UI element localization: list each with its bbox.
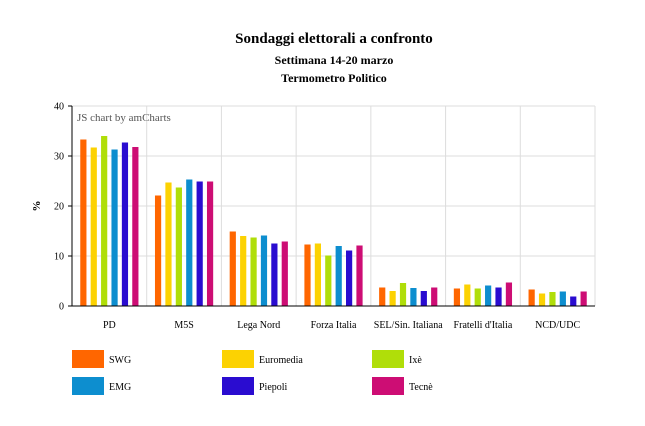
- y-tick-label: 40: [54, 102, 64, 113]
- bar[interactable]: [111, 149, 118, 307]
- bar[interactable]: [379, 287, 386, 307]
- legend-item[interactable]: Piepoli: [222, 377, 288, 395]
- bar[interactable]: [549, 292, 556, 306]
- bar[interactable]: [314, 243, 321, 307]
- bar[interactable]: [271, 243, 278, 307]
- x-tick-label: M5S: [174, 320, 193, 331]
- legend: SWG Euromedia Ixè EMG Piepoli Tecnè: [72, 350, 433, 395]
- bar[interactable]: [101, 136, 108, 306]
- bar[interactable]: [431, 287, 438, 307]
- legend-item[interactable]: Euromedia: [222, 350, 303, 368]
- bar[interactable]: [240, 236, 247, 306]
- legend-swatch: [222, 377, 254, 395]
- bar[interactable]: [196, 181, 203, 307]
- bar[interactable]: [399, 283, 407, 306]
- bar[interactable]: [528, 289, 535, 307]
- bar[interactable]: [474, 288, 481, 307]
- legend-label: Tecnè: [409, 382, 433, 393]
- bar[interactable]: [165, 182, 172, 307]
- y-tick-label: 10: [54, 252, 64, 263]
- legend-swatch: [72, 350, 104, 368]
- bar[interactable]: [250, 237, 257, 307]
- bar[interactable]: [229, 231, 236, 307]
- bar[interactable]: [154, 195, 162, 307]
- x-tick-label: Lega Nord: [237, 320, 280, 331]
- x-tick-label: SEL/Sin. Italiana: [374, 320, 443, 331]
- legend-label: SWG: [109, 355, 131, 366]
- legend-label: Euromedia: [259, 355, 303, 366]
- bar[interactable]: [538, 293, 546, 307]
- legend-item[interactable]: Ixè: [372, 350, 422, 368]
- bar[interactable]: [495, 287, 502, 307]
- bar[interactable]: [559, 291, 566, 307]
- x-tick-label: Forza Italia: [311, 320, 357, 331]
- legend-label: EMG: [109, 382, 131, 393]
- y-tick-label: 20: [54, 202, 64, 213]
- bar[interactable]: [304, 244, 311, 307]
- bar[interactable]: [356, 245, 363, 307]
- legend-item[interactable]: EMG: [72, 377, 131, 395]
- bar[interactable]: [175, 187, 182, 307]
- amcharts-credit[interactable]: JS chart by amCharts: [77, 112, 171, 124]
- bar[interactable]: [570, 296, 577, 307]
- chart-title: Sondaggi elettorali a confronto: [235, 31, 433, 47]
- chart-subtitle: Settimana 14-20 marzo: [275, 53, 394, 67]
- bar[interactable]: [325, 255, 332, 307]
- bar[interactable]: [132, 147, 139, 306]
- legend-label: Piepoli: [259, 382, 288, 393]
- x-tick-label: NCD/UDC: [535, 320, 580, 331]
- legend-item[interactable]: Tecnè: [372, 377, 433, 395]
- bar[interactable]: [485, 285, 492, 307]
- bar[interactable]: [453, 288, 461, 307]
- bar[interactable]: [389, 291, 396, 306]
- plot-area: 0 10 20 30 40 PD M5S Lega Nord Forza Italia SEL/S…: [54, 102, 596, 331]
- y-tick-label: 30: [54, 152, 64, 163]
- bar[interactable]: [420, 291, 427, 306]
- bar[interactable]: [281, 241, 288, 307]
- bar[interactable]: [464, 284, 471, 307]
- legend-swatch: [372, 350, 404, 368]
- legend-swatch: [372, 377, 404, 395]
- legend-swatch: [222, 350, 254, 368]
- y-axis-label: %: [31, 201, 43, 212]
- bar[interactable]: [580, 291, 587, 307]
- bar[interactable]: [80, 139, 87, 307]
- bar[interactable]: [335, 246, 342, 306]
- x-tick-label: PD: [103, 320, 116, 331]
- legend-label: Ixè: [409, 355, 422, 366]
- bar[interactable]: [90, 147, 97, 307]
- x-tick-label: Fratelli d'Italia: [454, 320, 513, 331]
- y-tick-label: 0: [59, 302, 64, 313]
- bar[interactable]: [505, 282, 513, 307]
- chart-subtitle-2: Termometro Politico: [281, 71, 387, 85]
- bar[interactable]: [206, 181, 214, 307]
- bar[interactable]: [186, 179, 193, 307]
- bar[interactable]: [260, 235, 268, 307]
- bar[interactable]: [346, 250, 353, 307]
- bar[interactable]: [121, 142, 129, 307]
- bar[interactable]: [410, 288, 417, 306]
- legend-item[interactable]: SWG: [72, 350, 131, 368]
- legend-swatch: [72, 377, 104, 395]
